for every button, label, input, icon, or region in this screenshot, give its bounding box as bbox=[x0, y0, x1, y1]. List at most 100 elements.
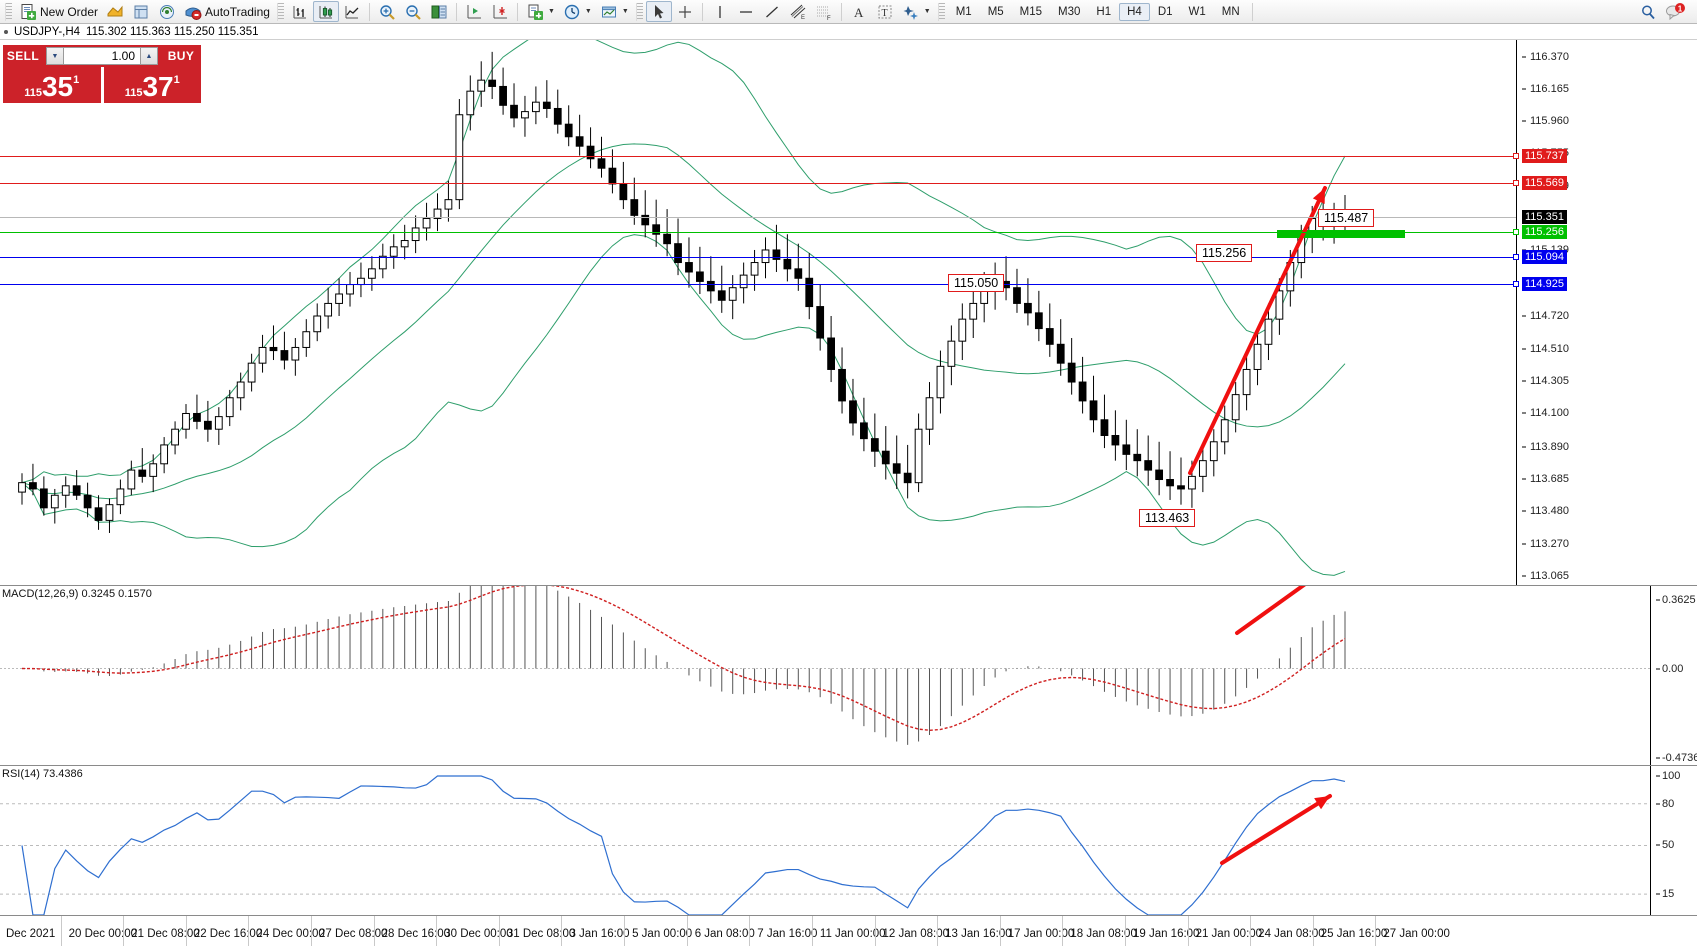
line-chart-button[interactable] bbox=[339, 1, 365, 22]
equidistant-channel-button[interactable]: E bbox=[785, 1, 811, 22]
chevron-up-icon-volume[interactable]: ▲ bbox=[140, 47, 158, 65]
time-tick-label: Dec 2021 bbox=[6, 928, 56, 940]
data-window-button[interactable] bbox=[128, 1, 154, 22]
buy-price[interactable]: 115 37 1 bbox=[100, 67, 201, 103]
shapes-button[interactable]: ▼ bbox=[898, 1, 935, 22]
price-level-line-support-1[interactable] bbox=[0, 257, 1516, 259]
timeframe-w1[interactable]: W1 bbox=[1188, 5, 1206, 18]
hline-button[interactable] bbox=[733, 1, 759, 22]
autotrading-button[interactable]: AutoTrading bbox=[180, 1, 274, 22]
vline-button[interactable] bbox=[707, 1, 733, 22]
svg-text:T: T bbox=[881, 8, 887, 19]
timeframe-m30[interactable]: M30 bbox=[1058, 5, 1081, 18]
time-axis[interactable]: Dec 2021 20 Dec 00:00 21 Dec 08:00 22 Dec 1… bbox=[0, 915, 1697, 946]
time-tick-label: 7 Jan 16:00 bbox=[757, 928, 818, 940]
line-chart-icon bbox=[343, 3, 361, 21]
crosshair-button[interactable] bbox=[672, 1, 698, 22]
fibonacci-icon: F bbox=[815, 3, 833, 21]
text-label-button[interactable]: T bbox=[872, 1, 898, 22]
rsi-plot-area[interactable] bbox=[0, 766, 1697, 915]
crosshair-icon bbox=[676, 3, 694, 21]
chevron-down-icon-4[interactable]: ▼ bbox=[923, 8, 931, 15]
price-level-handle[interactable] bbox=[1513, 228, 1519, 235]
toolbar-grip[interactable] bbox=[5, 2, 12, 21]
rsi-pane[interactable]: RSI(14) 73.4386 100 80 50 15 bbox=[0, 765, 1697, 915]
time-tick-label: 24 Jan 08:00 bbox=[1258, 928, 1325, 940]
buy-button[interactable]: BUY bbox=[161, 45, 201, 67]
chevron-down-icon[interactable]: ▼ bbox=[547, 8, 555, 15]
search-icon[interactable] bbox=[1639, 3, 1657, 21]
zoom-out-button[interactable] bbox=[400, 1, 426, 22]
timeframe-mn[interactable]: MN bbox=[1221, 5, 1240, 18]
timeframe-h4[interactable]: H4 bbox=[1119, 2, 1150, 21]
navigator-icon bbox=[158, 3, 176, 21]
volume-input[interactable]: 1.00 bbox=[64, 47, 140, 65]
time-tick-separator bbox=[1250, 916, 1252, 946]
indicators-button[interactable] bbox=[426, 1, 452, 22]
market-watch-button[interactable] bbox=[102, 1, 128, 22]
price-level-line-resistance-2[interactable] bbox=[0, 156, 1516, 158]
macd-tick-label: -0.4736 bbox=[1662, 752, 1697, 764]
timeframe-m15[interactable]: M15 bbox=[1019, 5, 1043, 18]
new-order-button[interactable]: New Order bbox=[15, 1, 102, 22]
toolbar-separator-3 bbox=[516, 2, 518, 21]
timeframe-d1[interactable]: D1 bbox=[1157, 5, 1173, 18]
zoom-in-button[interactable] bbox=[374, 1, 400, 22]
price-level-handle[interactable] bbox=[1513, 280, 1519, 287]
one-click-trading-panel[interactable]: SELL ▼ 1.00 ▲ BUY 115 35 1 115 37 1 bbox=[3, 45, 201, 103]
time-tick-label: 27 Jan 00:00 bbox=[1383, 928, 1450, 940]
price-level-handle[interactable] bbox=[1513, 254, 1519, 261]
time-tick-separator bbox=[1124, 916, 1126, 946]
sell-price[interactable]: 115 35 1 bbox=[3, 67, 101, 103]
macd-plot-area[interactable] bbox=[0, 586, 1697, 765]
chevron-down-icon-volume[interactable]: ▼ bbox=[46, 47, 64, 65]
timeframe-h1[interactable]: H1 bbox=[1096, 5, 1112, 18]
price-tick bbox=[1522, 120, 1526, 122]
navigator-button[interactable] bbox=[154, 1, 180, 22]
chart-shift-button[interactable] bbox=[461, 1, 487, 22]
periodicity-button[interactable]: ▼ bbox=[559, 1, 596, 22]
text-icon: A bbox=[850, 3, 868, 21]
toolbar-grip-4[interactable] bbox=[937, 2, 945, 21]
price-tag-support-2: 114.925 bbox=[1522, 276, 1567, 291]
price-tick bbox=[1522, 446, 1526, 447]
fibonacci-button[interactable]: F bbox=[811, 1, 837, 22]
time-tick-label: 13 Jan 16:00 bbox=[945, 928, 1012, 940]
toolbar-grip-3[interactable] bbox=[635, 2, 643, 21]
svg-text:A: A bbox=[854, 5, 864, 20]
time-tick-separator bbox=[999, 916, 1001, 946]
new-chart-icon bbox=[526, 3, 544, 21]
price-callout[interactable]: 115.487 bbox=[1318, 209, 1375, 227]
price-level-line-resistance-1[interactable] bbox=[0, 182, 1516, 184]
price-level-handle[interactable] bbox=[1513, 153, 1519, 160]
text-button[interactable]: A bbox=[846, 1, 872, 22]
new-chart-button[interactable]: ▼ bbox=[522, 1, 559, 22]
timeframe-m1[interactable]: M1 bbox=[955, 5, 972, 18]
price-level-line-support-2[interactable] bbox=[0, 283, 1516, 285]
alerts-icon[interactable]: 1 bbox=[1665, 2, 1687, 21]
new-order-label: New Order bbox=[40, 4, 99, 19]
price-chart-pane[interactable]: 116.370116.165115.960115.755115.549115.1… bbox=[0, 40, 1697, 585]
auto-scroll-button[interactable] bbox=[487, 1, 513, 22]
chevron-down-icon-2[interactable]: ▼ bbox=[584, 8, 592, 15]
sell-button[interactable]: SELL bbox=[3, 45, 43, 67]
price-plot-area[interactable] bbox=[0, 40, 1697, 585]
price-callout[interactable]: 113.463 bbox=[1139, 509, 1196, 527]
price-level-line-target[interactable] bbox=[0, 231, 1516, 233]
price-callout[interactable]: 115.050 bbox=[948, 274, 1005, 292]
templates-button[interactable]: ▼ bbox=[596, 1, 633, 22]
price-callout[interactable]: 115.256 bbox=[1196, 244, 1253, 262]
price-level-line-last-price[interactable] bbox=[0, 216, 1516, 218]
volume-stepper[interactable]: ▼ 1.00 ▲ bbox=[43, 45, 161, 67]
macd-axis-line bbox=[1650, 586, 1651, 765]
candlestick-chart-button[interactable] bbox=[312, 1, 339, 22]
timeframe-m5[interactable]: M5 bbox=[987, 5, 1004, 18]
trendline-button[interactable] bbox=[759, 1, 785, 22]
toolbar-grip-2[interactable] bbox=[276, 2, 284, 21]
chevron-down-icon-3[interactable]: ▼ bbox=[621, 8, 629, 15]
macd-pane[interactable]: MACD(12,26,9) 0.3245 0.1570 0.3625 0.00 -0… bbox=[0, 585, 1697, 765]
bar-chart-button[interactable] bbox=[287, 1, 313, 22]
cursor-button[interactable] bbox=[645, 1, 672, 22]
price-level-handle[interactable] bbox=[1513, 179, 1519, 186]
time-tick-separator bbox=[811, 916, 813, 946]
